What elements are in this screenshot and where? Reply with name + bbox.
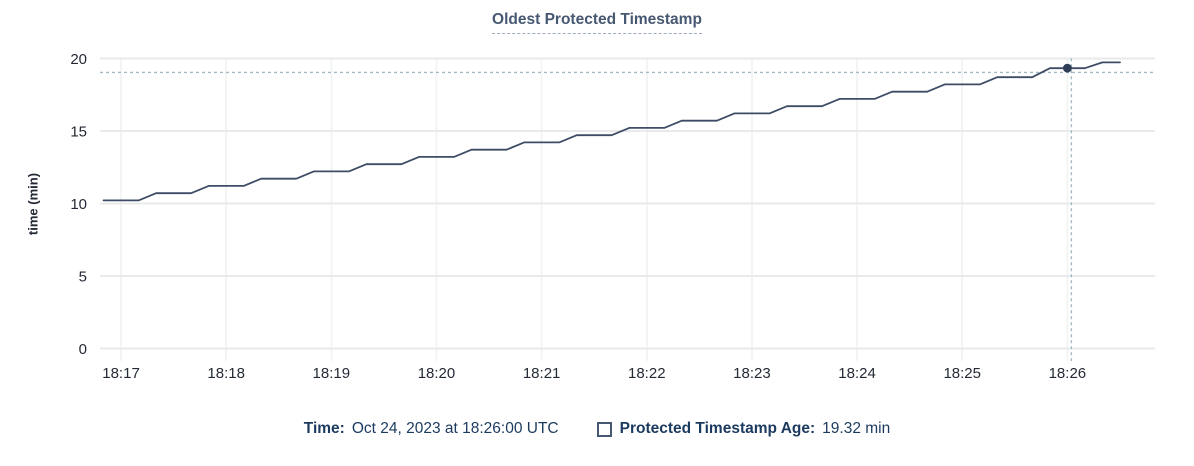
- x-tick-label: 18:24: [838, 365, 876, 382]
- x-tick-label: 18:18: [207, 365, 245, 382]
- y-tick-label: 0: [79, 341, 87, 358]
- hover-dot: [1062, 63, 1072, 73]
- hover-time-readout: Time: Oct 24, 2023 at 18:26:00 UTC: [304, 419, 559, 439]
- y-tick-label: 5: [79, 268, 87, 285]
- x-tick-label: 18:25: [943, 365, 981, 382]
- x-tick-label: 18:23: [733, 365, 771, 382]
- x-tick-label: 18:26: [1049, 365, 1087, 382]
- legend: Time: Oct 24, 2023 at 18:26:00 UTC Prote…: [0, 419, 1194, 439]
- x-tick-label: 18:17: [102, 365, 140, 382]
- chart-title-text: Oldest Protected Timestamp: [492, 11, 702, 34]
- y-tick-label: 15: [70, 123, 87, 140]
- legend-item-protected-timestamp-age[interactable]: Protected Timestamp Age: 19.32 min: [596, 419, 891, 439]
- y-tick-label: 20: [70, 51, 87, 68]
- series-swatch-icon: [596, 421, 612, 437]
- timeseries-plot[interactable]: 18:17 18:18 18:19 18:20 18:21 18:22 18:23 18:24…: [0, 0, 1194, 410]
- chart-title[interactable]: Oldest Protected Timestamp: [0, 11, 1194, 34]
- series-line: [102, 61, 1121, 202]
- series-value: 19.32 min: [822, 420, 891, 437]
- y-tick-label: 10: [70, 196, 87, 213]
- x-tick-label: 18:20: [418, 365, 456, 382]
- series-label: Protected Timestamp Age:: [619, 420, 816, 437]
- x-tick-label: 18:22: [628, 365, 666, 382]
- time-label: Time:: [303, 420, 345, 437]
- x-tick-label: 18:21: [523, 365, 561, 382]
- time-value: Oct 24, 2023 at 18:26:00 UTC: [351, 420, 559, 437]
- x-tick-label: 18:19: [313, 365, 351, 382]
